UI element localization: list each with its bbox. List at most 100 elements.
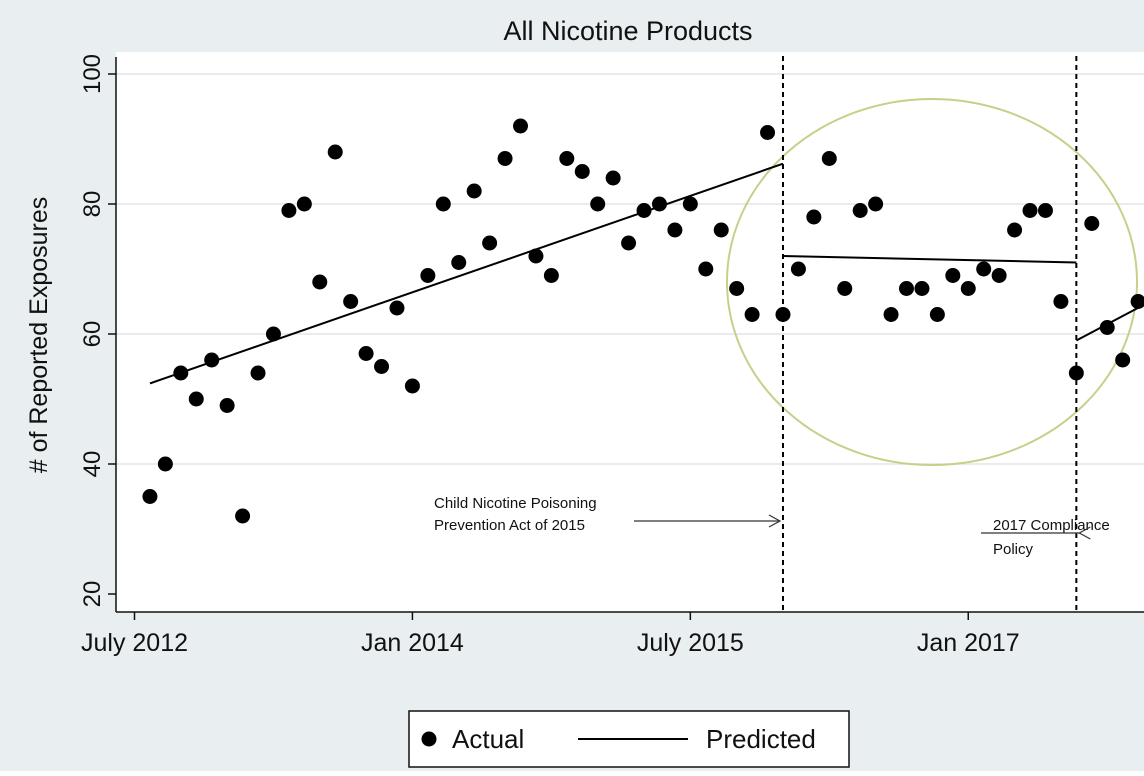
- gridlines: [116, 73, 1144, 465]
- data-point: [482, 235, 498, 251]
- data-point: [837, 281, 853, 296]
- data-point: [667, 222, 683, 238]
- annotation-arrowhead: [768, 514, 782, 528]
- data-point: [775, 307, 791, 322]
- data-point: [142, 489, 158, 504]
- data-point: [358, 346, 374, 361]
- data-point: [1037, 203, 1053, 218]
- predicted-trend-line: [1075, 303, 1144, 342]
- data-point: [543, 268, 559, 283]
- data-point: [960, 281, 976, 296]
- data-point: [173, 365, 189, 381]
- data-point: [188, 391, 204, 407]
- data-point: [389, 300, 405, 316]
- data-point: [404, 378, 420, 394]
- data-point: [1007, 222, 1023, 238]
- x-tick-label: Jan 2014: [361, 629, 464, 657]
- data-point: [343, 294, 359, 309]
- data-point: [590, 196, 606, 212]
- data-point: [204, 352, 220, 368]
- data-point: [729, 281, 745, 296]
- annotation-text: Child Nicotine Poisoning: [434, 495, 597, 512]
- chart-title: All Nicotine Products: [503, 16, 752, 46]
- legend-marker-actual: [421, 731, 437, 747]
- y-axis-label: # of Reported Exposures: [25, 197, 53, 474]
- data-point: [1053, 294, 1069, 309]
- highlight-circle-layer: [726, 98, 1138, 466]
- policy-lines: [781, 56, 1078, 612]
- data-point: [868, 196, 884, 212]
- data-point: [636, 203, 652, 218]
- data-point: [559, 151, 575, 166]
- data-point: [1084, 216, 1100, 231]
- data-point: [574, 164, 590, 179]
- data-point: [327, 144, 343, 160]
- data-point: [806, 209, 822, 225]
- data-point: [698, 261, 714, 277]
- data-point: [219, 398, 235, 413]
- x-tick-label: July 2012: [81, 629, 188, 657]
- data-point: [914, 281, 930, 296]
- axes: 20 40 60 80 100 July 2012 Jan 2014 July 2015 Jan…: [79, 54, 1144, 657]
- actual-series: [142, 118, 1144, 524]
- data-point: [760, 125, 776, 140]
- data-point: [466, 183, 482, 199]
- y-tick-label: 40: [79, 451, 106, 478]
- data-point: [1130, 294, 1144, 309]
- data-point: [513, 118, 528, 134]
- legend-label-actual: Actual: [452, 724, 524, 754]
- predicted-trend-line: [149, 162, 784, 385]
- plot-area: [116, 52, 1144, 612]
- x-tick-label: July 2015: [637, 629, 744, 657]
- data-point: [528, 248, 544, 264]
- data-point: [235, 508, 251, 524]
- data-point: [1022, 203, 1038, 218]
- data-point: [929, 307, 945, 322]
- legend: Actual Predicted: [408, 710, 850, 768]
- y-tick-label: 20: [79, 581, 106, 608]
- data-point: [945, 268, 961, 283]
- data-point: [265, 326, 281, 342]
- data-point: [435, 196, 451, 212]
- data-point: [621, 235, 637, 251]
- data-point: [312, 274, 328, 290]
- data-point: [682, 196, 698, 212]
- legend-label-predicted: Predicted: [706, 724, 816, 754]
- annotations: Child Nicotine Poisoning Prevention Act o…: [434, 495, 1110, 558]
- data-point: [744, 307, 760, 322]
- data-point: [157, 456, 173, 472]
- data-point: [651, 196, 667, 212]
- predicted-series: [149, 162, 1144, 385]
- x-tick-label: Jan 2017: [917, 629, 1020, 657]
- data-point: [713, 222, 729, 238]
- data-point: [420, 268, 436, 283]
- data-point: [852, 203, 868, 218]
- y-tick-label: 100: [79, 54, 106, 94]
- data-point: [821, 151, 837, 166]
- annotation-text: 2017 Compliance: [993, 517, 1110, 534]
- data-point: [899, 281, 914, 296]
- data-point: [790, 261, 806, 277]
- annotation-text: Prevention Act of 2015: [434, 517, 585, 534]
- data-point: [281, 203, 297, 218]
- data-point: [976, 261, 992, 277]
- y-tick-label: 80: [79, 191, 106, 218]
- data-point: [1099, 320, 1115, 335]
- y-tick-label: 60: [79, 321, 106, 348]
- data-point: [883, 307, 899, 322]
- annotation-arrowhead: [1078, 526, 1091, 540]
- data-point: [296, 196, 312, 212]
- data-point: [605, 170, 621, 186]
- data-point: [451, 255, 467, 270]
- data-point: [991, 268, 1007, 283]
- data-point: [1068, 365, 1084, 381]
- predicted-trend-line: [782, 255, 1077, 264]
- data-point: [374, 359, 390, 374]
- highlight-circle: [726, 98, 1138, 466]
- data-point: [497, 151, 513, 166]
- annotation-text: Policy: [993, 541, 1034, 558]
- data-point: [250, 365, 266, 381]
- data-point: [1115, 352, 1131, 368]
